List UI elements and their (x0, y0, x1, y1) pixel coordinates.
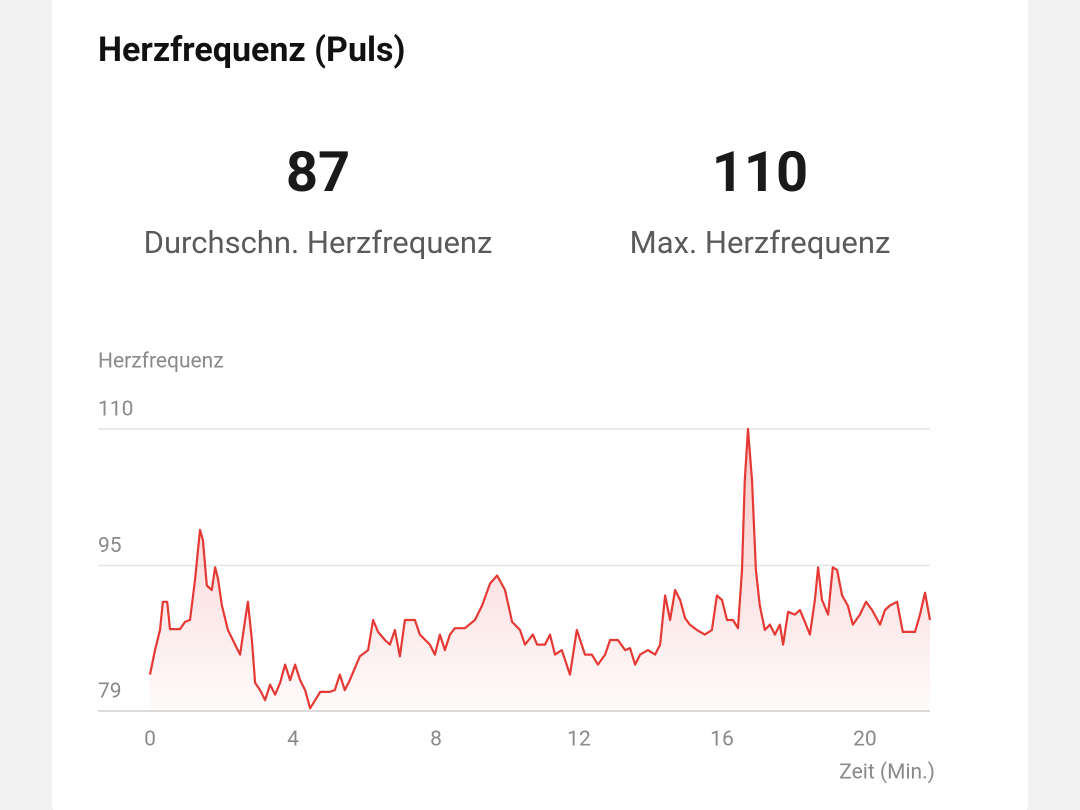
y-tick-label: 79 (98, 680, 122, 704)
card (52, 0, 1028, 810)
y-tick-label: 95 (98, 534, 122, 558)
stat-value: 87 (286, 139, 350, 205)
x-tick-label: 0 (144, 728, 156, 752)
x-tick-label: 12 (567, 728, 591, 752)
stat-label: Durchschn. Herzfrequenz (144, 224, 493, 261)
line-area (150, 429, 930, 711)
x-tick-label: 16 (710, 728, 734, 752)
card-title: Herzfrequenz (Puls) (98, 30, 405, 70)
x-axis-label: Zeit (Min.) (839, 761, 935, 785)
y-axis-label: Herzfrequenz (98, 350, 224, 374)
stat-value: 110 (712, 139, 808, 205)
stat-label: Max. Herzfrequenz (630, 224, 891, 261)
x-tick-label: 8 (430, 728, 442, 752)
x-tick-label: 4 (287, 728, 299, 752)
y-tick-label: 110 (98, 398, 133, 422)
x-tick-label: 20 (853, 728, 877, 752)
line-series (148, 427, 932, 710)
